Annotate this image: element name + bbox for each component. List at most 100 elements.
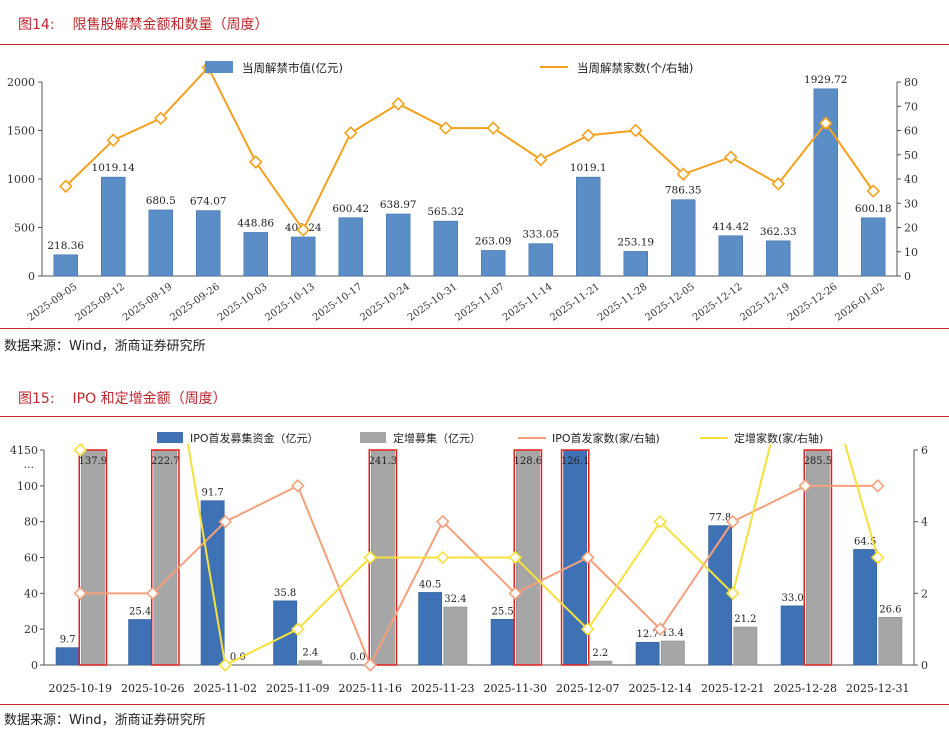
- bar-ipo-amount: [273, 600, 298, 666]
- line-point-marker: [628, 123, 643, 138]
- bar-placement-label: 13.4: [662, 628, 684, 639]
- left-tick-label: 0: [28, 270, 35, 283]
- bar-ipo-label: 40.5: [419, 579, 441, 590]
- bar-data-label: 565.32: [427, 206, 464, 218]
- right-tick-label: 70: [904, 100, 918, 113]
- bar-ipo-amount: [780, 605, 805, 666]
- right-tick-label: 10: [904, 246, 918, 259]
- bar-ipo-label: 35.8: [274, 588, 296, 599]
- line-placement-marker: [725, 586, 740, 601]
- line-placement-count: [79, 444, 879, 667]
- bar-placement-label: 241.3: [369, 456, 398, 467]
- bar-placement-label: 32.4: [444, 594, 466, 605]
- right-tick-label: 40: [904, 173, 918, 186]
- bar-unlock-value: [101, 176, 126, 277]
- line-placement-marker: [580, 622, 595, 636]
- figure14-title-text: 限售股解禁金额和数量（周度）: [72, 17, 269, 33]
- bar-ipo-label: 64.5: [854, 536, 876, 547]
- right-tick-label: 0: [921, 659, 928, 672]
- legend-label-line: 当周解禁家数(个/右轴): [577, 61, 693, 75]
- x-tick-label: 2025-10-17: [311, 281, 365, 323]
- bar-placement-label: 2.2: [592, 648, 608, 659]
- x-tick-label: 2025-12-05: [643, 281, 697, 323]
- line-ipo-marker: [870, 479, 885, 493]
- bar-data-label: 448.86: [237, 217, 274, 229]
- legend-swatch-bar: [205, 61, 233, 73]
- figure14-number: 图14:: [18, 17, 55, 33]
- x-tick-label: 2025-11-28: [596, 281, 650, 323]
- x-tick-label: 2025-09-05: [26, 281, 80, 323]
- figure14-source: 数据来源：Wind，浙商证券研究所: [4, 339, 206, 354]
- left-tick-label: 80: [24, 516, 38, 529]
- line-ipo-marker: [363, 658, 378, 672]
- bar-data-label: 218.36: [47, 240, 84, 252]
- x-tick-label: 2025-12-14: [629, 682, 692, 695]
- bar-unlock-value: [481, 250, 506, 277]
- x-tick-label: 2025-11-09: [266, 682, 329, 695]
- bar-placement-label: 128.6: [514, 456, 543, 467]
- bar-data-label: 1019.1: [570, 162, 607, 174]
- line-point-marker: [723, 150, 738, 164]
- legend-label-placement-count: 定增家数(家/右轴): [734, 431, 823, 445]
- bar-ipo-label: 25.4: [129, 606, 151, 617]
- line-point-marker: [296, 223, 311, 237]
- x-tick-label: 2025-12-07: [556, 682, 619, 695]
- line-placement-marker: [218, 658, 233, 672]
- bar-placement-label: 21.2: [734, 614, 756, 625]
- bar-placement-label: 137.9: [79, 456, 108, 467]
- line-point-marker: [248, 155, 263, 169]
- bar-placement-amount: [660, 640, 685, 666]
- legend-label-ipo-count: IPO首发家数(家/右轴): [552, 431, 660, 445]
- line-point-marker: [533, 152, 548, 167]
- bar-ipo-label: 33.0: [782, 593, 804, 604]
- bar-unlock-value: [576, 176, 601, 277]
- bar-data-label: 362.33: [760, 226, 797, 238]
- bar-data-label: 1019.14: [92, 162, 136, 174]
- x-tick-label: 2025-12-28: [774, 682, 837, 695]
- x-tick-label: 2025-12-19: [738, 281, 792, 323]
- left-tick-label: 1000: [7, 173, 35, 186]
- bar-unlock-value: [243, 232, 268, 277]
- bar-placement-amount: [80, 449, 105, 666]
- right-tick-label: 4: [921, 516, 928, 529]
- bar-unlock-value: [386, 213, 411, 277]
- bar-data-label: 1929.72: [804, 74, 847, 86]
- bar-placement-amount: [733, 626, 758, 666]
- figure15-bottom-rule: [0, 704, 949, 705]
- line-ipo-marker: [145, 586, 160, 601]
- right-tick-label: 60: [904, 125, 918, 138]
- bar-ipo-amount: [128, 619, 153, 666]
- x-tick-label: 2025-11-30: [484, 682, 547, 695]
- bar-ipo-label: 77.8: [709, 513, 731, 524]
- bar-data-label: 786.35: [665, 185, 702, 197]
- bar-ipo-label: 91.7: [202, 488, 224, 499]
- x-tick-label: 2025-10-26: [121, 682, 184, 695]
- line-point-marker: [581, 128, 596, 143]
- x-tick-label: 2025-10-03: [216, 281, 270, 323]
- line-ipo-marker: [73, 586, 88, 601]
- line-placement-marker: [363, 550, 378, 565]
- line-placement-marker: [290, 622, 305, 636]
- bar-ipo-amount: [635, 641, 660, 666]
- bar-placement-amount: [588, 660, 613, 666]
- left-tick-label: 40: [24, 587, 38, 600]
- bar-ipo-label: 126.1: [561, 456, 590, 467]
- line-ipo-marker: [653, 622, 668, 636]
- figure15-title: 图15: IPO 和定增金额（周度）: [18, 388, 227, 408]
- legend-label-bar: 当周解禁市值(亿元): [242, 61, 343, 75]
- legend-label-placement: 定增募集（亿元）: [393, 431, 481, 445]
- bar-placement-amount: [298, 660, 323, 666]
- x-tick-label: 2025-10-31: [406, 281, 460, 323]
- bar-data-label: 333.05: [522, 229, 559, 241]
- legend-label-ipo: IPO首发募集资金（亿元）: [190, 431, 319, 445]
- truncated-bar-outline: [78, 449, 108, 666]
- line-point-marker: [438, 121, 453, 135]
- truncated-bar-outline: [803, 449, 833, 666]
- legend-swatch-ipo: [157, 432, 183, 443]
- bar-data-label: 263.09: [475, 235, 512, 247]
- line-ipo-marker: [435, 514, 450, 529]
- right-tick-label: 2: [921, 587, 928, 600]
- bar-placement-label: 0.0: [230, 652, 246, 663]
- line-placement-marker: [653, 514, 668, 529]
- bar-placement-amount: [805, 449, 830, 666]
